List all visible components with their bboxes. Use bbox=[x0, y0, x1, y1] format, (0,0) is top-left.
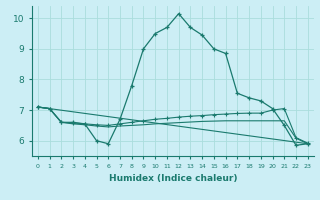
X-axis label: Humidex (Indice chaleur): Humidex (Indice chaleur) bbox=[108, 174, 237, 183]
